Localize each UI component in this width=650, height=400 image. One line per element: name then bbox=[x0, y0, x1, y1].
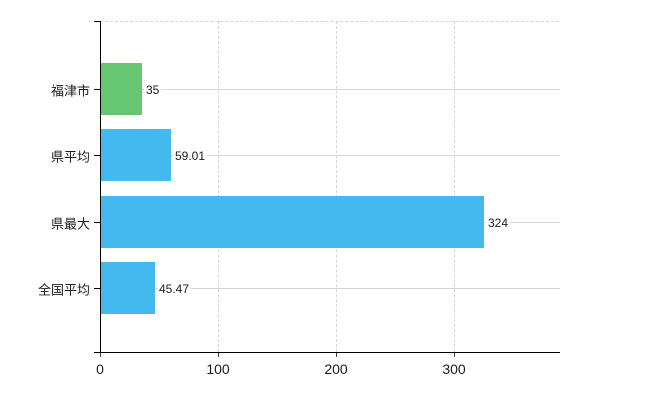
category-gridline bbox=[101, 89, 560, 90]
y-axis-tick bbox=[94, 222, 100, 223]
bar-2 bbox=[101, 196, 484, 248]
x-tick-label: 0 bbox=[96, 361, 104, 377]
bar-value-label: 35 bbox=[144, 83, 162, 97]
bar-1 bbox=[101, 129, 171, 181]
bar-value-label: 45.47 bbox=[157, 282, 192, 296]
bar-value-label: 324 bbox=[486, 216, 511, 230]
y-axis-tick bbox=[94, 89, 100, 90]
x-gridline bbox=[454, 21, 455, 352]
x-axis-tick bbox=[100, 353, 101, 357]
y-axis-line bbox=[100, 21, 101, 353]
x-gridline bbox=[218, 21, 219, 352]
x-tick-label: 200 bbox=[324, 361, 348, 377]
category-label: 福津市 bbox=[50, 83, 90, 99]
plot-top-gridline bbox=[100, 21, 559, 22]
x-axis-tick bbox=[336, 353, 337, 357]
y-axis-tick bbox=[94, 155, 100, 156]
y-axis-top-tick bbox=[94, 21, 100, 22]
y-axis-tick bbox=[94, 288, 100, 289]
category-gridline bbox=[101, 288, 560, 289]
x-tick-label: 300 bbox=[442, 361, 466, 377]
bar-value-label: 59.01 bbox=[173, 149, 208, 163]
category-label: 県最大 bbox=[50, 216, 90, 232]
x-axis-tick bbox=[454, 353, 455, 357]
bar-0 bbox=[101, 63, 142, 115]
category-label: 県平均 bbox=[50, 149, 90, 165]
x-gridline bbox=[336, 21, 337, 352]
category-label: 全国平均 bbox=[37, 282, 90, 298]
category-gridline bbox=[101, 155, 560, 156]
x-tick-label: 100 bbox=[206, 361, 230, 377]
x-axis-tick bbox=[218, 353, 219, 357]
x-axis-line bbox=[94, 352, 560, 353]
bar-3 bbox=[101, 262, 155, 314]
